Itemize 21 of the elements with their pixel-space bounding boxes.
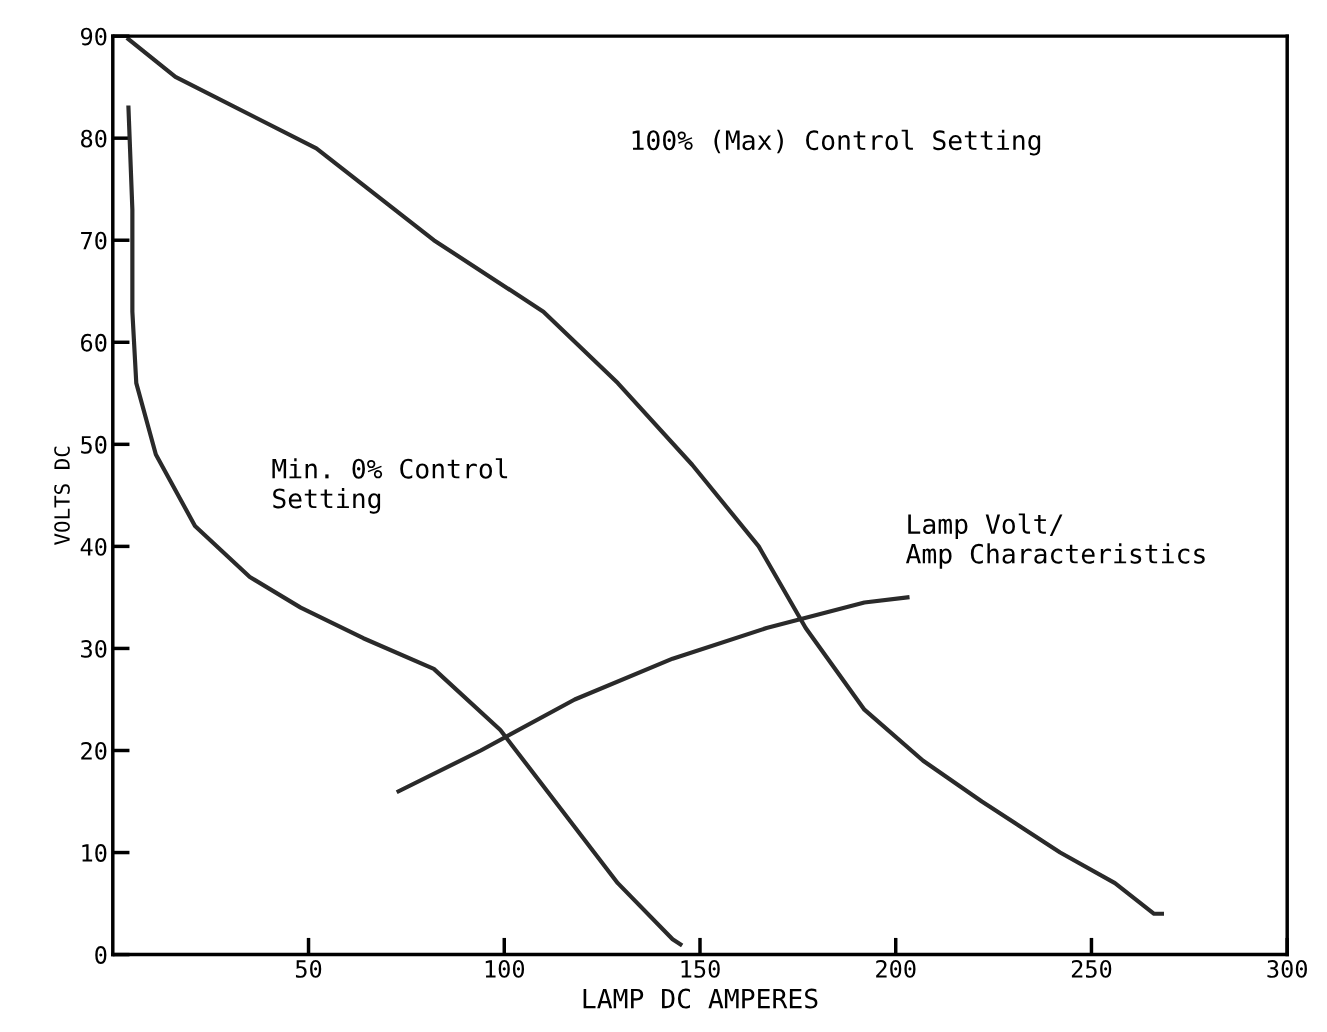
y-tick-label: 50 — [81, 435, 107, 454]
y-tick-label: 30 — [81, 639, 107, 658]
x-tick-label: 50 — [295, 960, 322, 978]
y-tick-label: 60 — [81, 333, 107, 352]
x-axis-title: LAMP DC AMPERES — [583, 988, 818, 1009]
y-tick-label: 0 — [95, 946, 107, 964]
x-tick-label: 100 — [485, 960, 525, 978]
x-tick-label: 200 — [876, 960, 916, 978]
y-tick-label: 20 — [81, 742, 107, 760]
annotation: 100% (Max) Control Setting — [632, 129, 1041, 156]
y-tick-label: 10 — [82, 844, 107, 862]
y-axis-title: VOLTS DC — [54, 446, 70, 545]
y-tick-label: 70 — [81, 231, 107, 250]
y-tick-label: 40 — [80, 537, 107, 556]
x-tick-label: 300 — [1267, 960, 1307, 978]
x-tick-label: 150 — [681, 960, 720, 978]
y-tick-label: 90 — [80, 27, 107, 46]
annotation: Lamp Volt/ Amp Characteristics — [905, 513, 1205, 569]
y-tick-label: 80 — [81, 129, 107, 148]
x-tick-label: 250 — [1071, 960, 1112, 978]
annotation: Min. 0% Control Setting — [272, 458, 508, 514]
